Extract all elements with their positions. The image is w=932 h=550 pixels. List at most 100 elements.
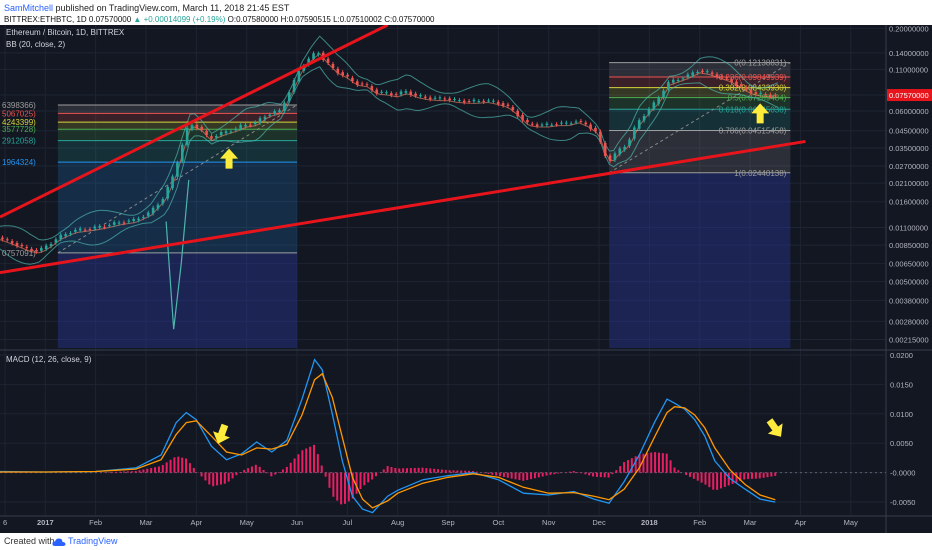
- candle-body[interactable]: [740, 84, 743, 87]
- candle-body[interactable]: [652, 102, 656, 109]
- candle-body[interactable]: [317, 53, 320, 55]
- candle-body[interactable]: [462, 100, 466, 103]
- candle-body[interactable]: [370, 86, 374, 91]
- candle-body[interactable]: [681, 78, 685, 80]
- candle-body[interactable]: [511, 107, 515, 111]
- candle-body[interactable]: [769, 94, 772, 97]
- candle-body[interactable]: [623, 146, 626, 150]
- candle-body[interactable]: [560, 122, 563, 124]
- candle-body[interactable]: [540, 124, 544, 126]
- candle-body[interactable]: [346, 74, 349, 77]
- candle-body[interactable]: [526, 119, 529, 123]
- candle-body[interactable]: [574, 121, 578, 123]
- candle-body[interactable]: [380, 91, 383, 93]
- candle-body[interactable]: [59, 234, 63, 240]
- candle-body[interactable]: [579, 120, 583, 122]
- candle-body[interactable]: [239, 125, 242, 129]
- candle-body[interactable]: [108, 225, 111, 227]
- candle-body[interactable]: [433, 97, 437, 99]
- candle-body[interactable]: [453, 99, 456, 101]
- candle-body[interactable]: [64, 234, 67, 237]
- candle-body[interactable]: [448, 98, 451, 101]
- candle-body[interactable]: [550, 124, 554, 126]
- candle-body[interactable]: [385, 92, 388, 94]
- candle-body[interactable]: [117, 222, 121, 224]
- candle-body[interactable]: [180, 144, 184, 162]
- candle-body[interactable]: [88, 229, 92, 231]
- candle-body[interactable]: [637, 120, 641, 129]
- candle-body[interactable]: [555, 124, 558, 126]
- candle-body[interactable]: [404, 91, 408, 93]
- candle-body[interactable]: [297, 70, 301, 82]
- candle-body[interactable]: [535, 124, 539, 127]
- candle-body[interactable]: [142, 216, 145, 219]
- candle-body[interactable]: [774, 94, 777, 96]
- candle-body[interactable]: [472, 99, 476, 102]
- candle-body[interactable]: [710, 72, 714, 75]
- candle-body[interactable]: [667, 82, 670, 90]
- candle-body[interactable]: [599, 131, 602, 142]
- candle-body[interactable]: [166, 186, 170, 199]
- candle-body[interactable]: [613, 153, 617, 160]
- candle-body[interactable]: [292, 80, 296, 92]
- candle-body[interactable]: [15, 242, 19, 247]
- candle-body[interactable]: [20, 244, 24, 247]
- trendline-support[interactable]: [0, 139, 806, 275]
- candle-body[interactable]: [676, 79, 680, 81]
- candle-body[interactable]: [764, 94, 767, 96]
- candle-body[interactable]: [355, 81, 359, 85]
- candle-body[interactable]: [749, 90, 753, 94]
- candle-body[interactable]: [419, 95, 422, 97]
- candle-body[interactable]: [283, 102, 286, 111]
- candle-body[interactable]: [268, 114, 272, 116]
- candle-body[interactable]: [501, 103, 505, 106]
- candle-body[interactable]: [78, 228, 82, 231]
- candle-body[interactable]: [312, 53, 315, 60]
- candle-body[interactable]: [458, 100, 461, 102]
- candle-body[interactable]: [496, 101, 500, 104]
- candle-body[interactable]: [249, 124, 252, 126]
- candle-body[interactable]: [594, 127, 597, 132]
- candle-body[interactable]: [477, 101, 481, 103]
- candle-body[interactable]: [210, 136, 213, 139]
- candle-body[interactable]: [234, 128, 238, 131]
- candle-body[interactable]: [360, 83, 364, 85]
- candle-body[interactable]: [662, 90, 665, 98]
- candle-body[interactable]: [754, 92, 758, 94]
- candle-body[interactable]: [686, 74, 690, 78]
- candle-body[interactable]: [229, 131, 233, 133]
- candle-body[interactable]: [244, 124, 247, 127]
- candle-body[interactable]: [351, 77, 354, 82]
- candle-body[interactable]: [200, 126, 204, 131]
- candle-body[interactable]: [98, 226, 101, 228]
- candle-body[interactable]: [278, 110, 281, 113]
- candle-body[interactable]: [399, 91, 403, 95]
- candle-body[interactable]: [516, 110, 520, 117]
- candle-body[interactable]: [69, 233, 72, 235]
- candle-body[interactable]: [302, 65, 306, 71]
- candle-body[interactable]: [647, 109, 651, 115]
- candle-body[interactable]: [190, 125, 194, 130]
- candle-body[interactable]: [618, 148, 622, 155]
- candle-body[interactable]: [720, 75, 724, 78]
- candle-body[interactable]: [224, 131, 228, 134]
- candle-body[interactable]: [696, 71, 699, 74]
- candle-body[interactable]: [701, 70, 704, 72]
- tradingview-brand[interactable]: TradingView: [68, 536, 118, 546]
- candle-body[interactable]: [35, 249, 38, 252]
- candle-body[interactable]: [691, 72, 694, 76]
- candle-body[interactable]: [603, 143, 607, 156]
- candle-body[interactable]: [215, 136, 218, 138]
- candle-body[interactable]: [185, 127, 189, 145]
- candle-body[interactable]: [671, 79, 675, 83]
- candle-body[interactable]: [467, 100, 471, 102]
- candle-body[interactable]: [263, 116, 267, 120]
- candle-body[interactable]: [137, 218, 140, 221]
- candle-body[interactable]: [565, 122, 568, 124]
- candle-body[interactable]: [49, 244, 53, 247]
- candle-body[interactable]: [331, 63, 335, 68]
- candle-body[interactable]: [205, 130, 208, 136]
- candle-body[interactable]: [93, 226, 97, 229]
- candle-body[interactable]: [482, 100, 485, 102]
- candle-body[interactable]: [414, 93, 417, 96]
